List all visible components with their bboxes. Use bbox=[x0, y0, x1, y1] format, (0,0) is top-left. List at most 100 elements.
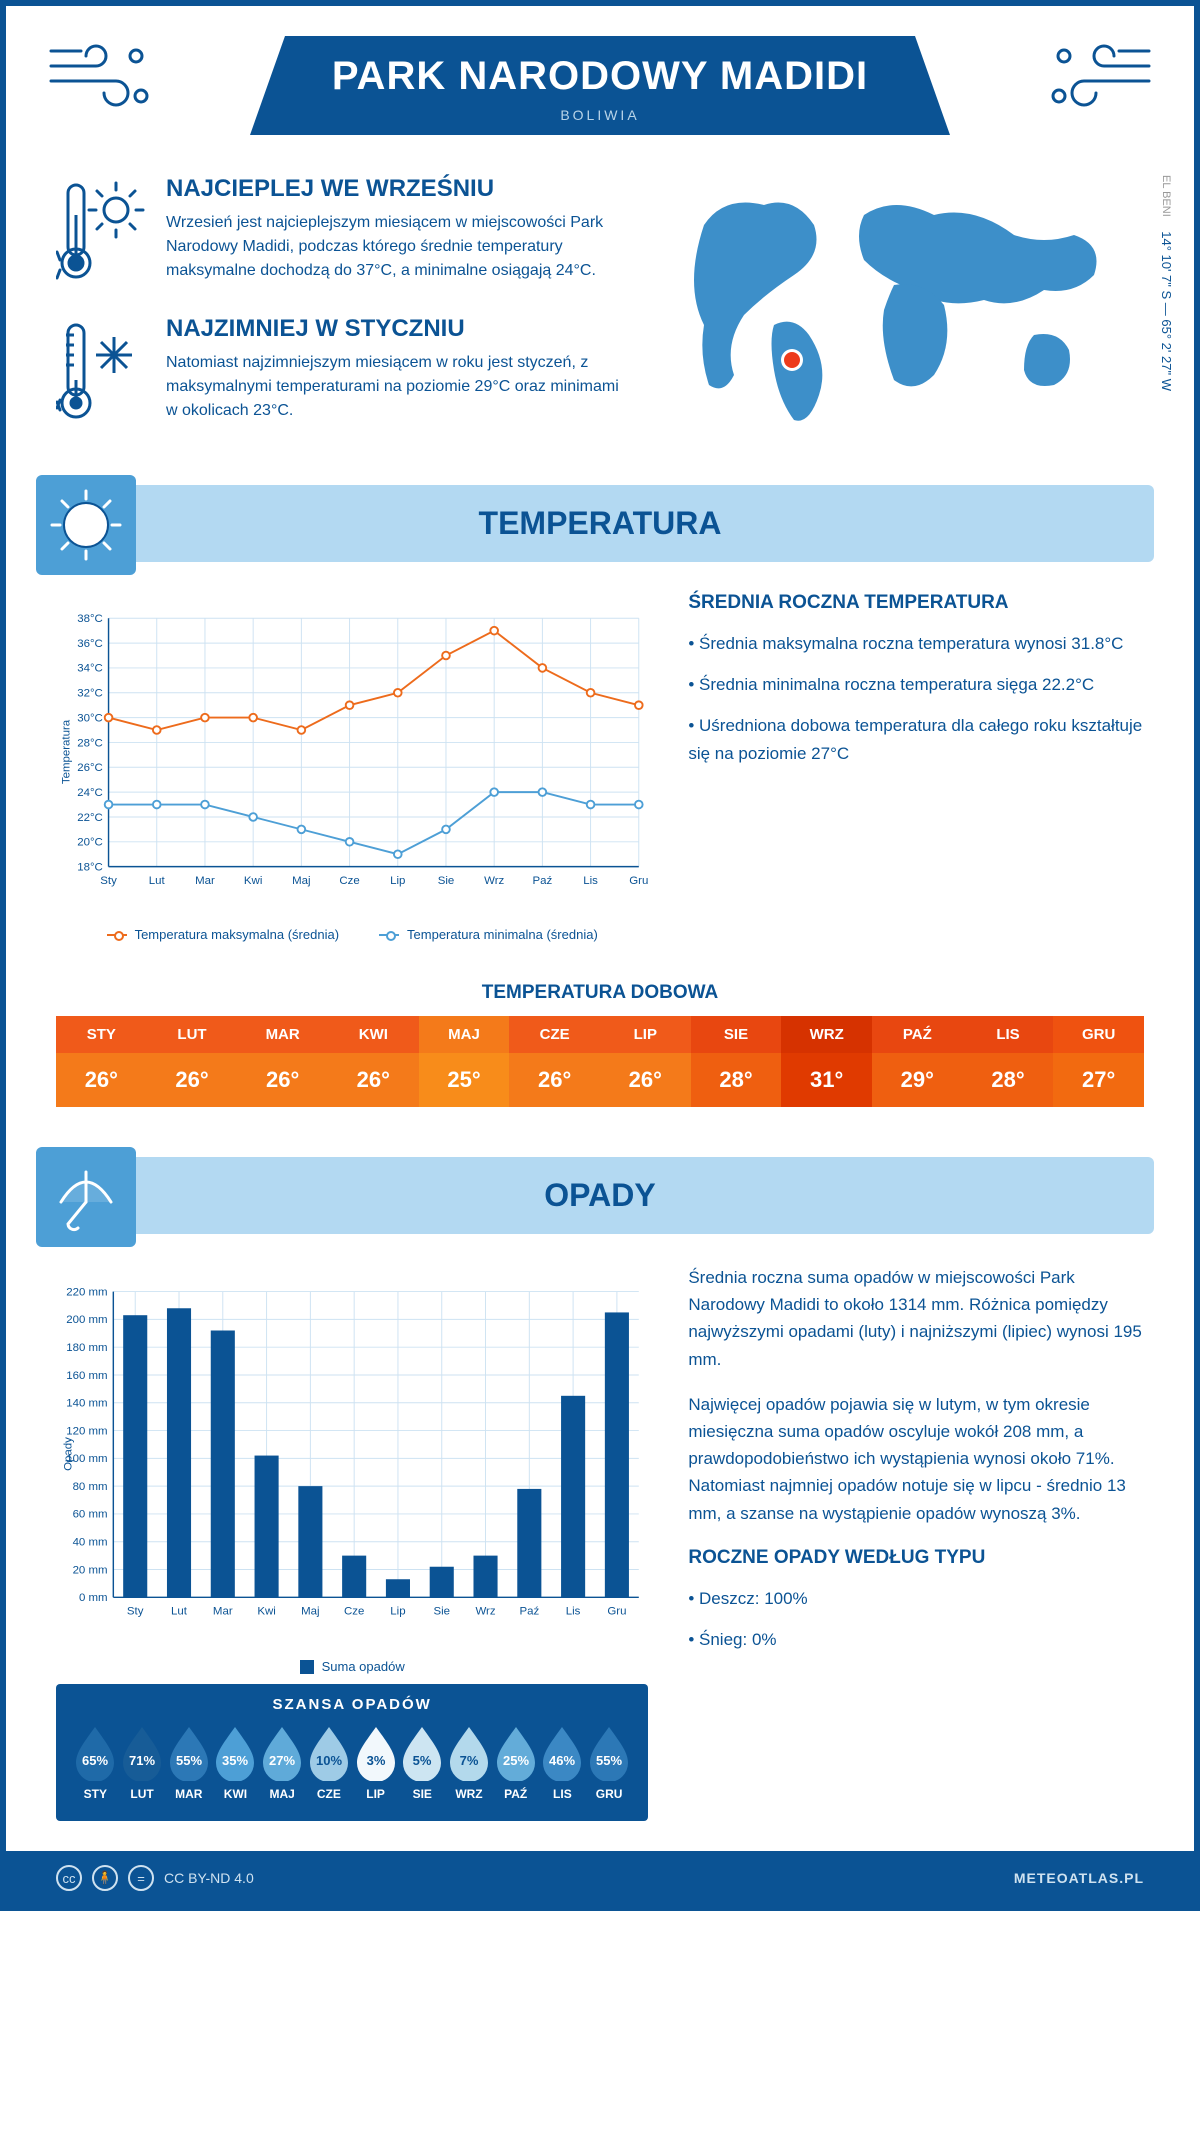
daily-month: LIP bbox=[600, 1016, 691, 1053]
coldest-title: NAJZIMNIEJ W STYCZNIU bbox=[166, 315, 624, 343]
daily-value: 26° bbox=[328, 1053, 419, 1107]
daily-month: WRZ bbox=[781, 1016, 872, 1053]
svg-text:55%: 55% bbox=[176, 1753, 202, 1768]
umbrella-icon bbox=[36, 1147, 136, 1247]
world-map-icon bbox=[664, 175, 1144, 435]
svg-text:36°C: 36°C bbox=[77, 638, 103, 650]
svg-text:22°C: 22°C bbox=[77, 812, 103, 824]
legend-item: Temperatura minimalna (średnia) bbox=[379, 927, 598, 942]
info-paragraph: Średnia roczna suma opadów w miejscowośc… bbox=[688, 1264, 1144, 1373]
chart-legend: Suma opadów bbox=[56, 1659, 648, 1674]
svg-text:180 mm: 180 mm bbox=[66, 1342, 107, 1354]
intro-section: NAJCIEPLEJ WE WRZEŚNIU Wrzesień jest naj… bbox=[6, 145, 1194, 475]
svg-text:Maj: Maj bbox=[301, 1606, 319, 1618]
daily-value: 25° bbox=[419, 1053, 510, 1107]
rain-chance-panel: SZANSA OPADÓW 65% STY 71% LUT 55% MAR 35… bbox=[56, 1684, 648, 1821]
svg-text:0 mm: 0 mm bbox=[79, 1592, 108, 1604]
svg-text:Lis: Lis bbox=[566, 1606, 581, 1618]
svg-text:Gru: Gru bbox=[629, 875, 648, 887]
location-map: EL BENI 14° 10' 7" S — 65° 2' 27" W bbox=[664, 175, 1144, 455]
by-type-title: ROCZNE OPADY WEDŁUG TYPU bbox=[688, 1547, 1144, 1569]
daily-month: STY bbox=[56, 1016, 147, 1053]
warmest-title: NAJCIEPLEJ WE WRZEŚNIU bbox=[166, 175, 624, 203]
svg-text:3%: 3% bbox=[366, 1753, 385, 1768]
legend-label: Suma opadów bbox=[322, 1659, 405, 1674]
daily-temp-table: STYLUTMARKWIMAJCZELIPSIEWRZPAŹLISGRU26°2… bbox=[56, 1016, 1144, 1107]
svg-text:Cze: Cze bbox=[339, 875, 359, 887]
rain-chance-item: 10% CZE bbox=[306, 1725, 353, 1801]
wind-icon bbox=[1044, 36, 1154, 130]
infographic-container: PARK NARODOWY MADIDI BOLIWIA NAJCIEPLEJ … bbox=[0, 0, 1200, 1911]
svg-text:34°C: 34°C bbox=[77, 663, 103, 675]
rain-chance-item: 27% MAJ bbox=[259, 1725, 306, 1801]
rain-chance-item: 71% LUT bbox=[119, 1725, 166, 1801]
precipitation-header: OPADY bbox=[46, 1157, 1154, 1234]
daily-month: GRU bbox=[1053, 1016, 1144, 1053]
svg-text:80 mm: 80 mm bbox=[73, 1481, 108, 1493]
svg-text:Lut: Lut bbox=[149, 875, 166, 887]
daily-value: 27° bbox=[1053, 1053, 1144, 1107]
temperature-info: ŚREDNIA ROCZNA TEMPERATURA • Średnia mak… bbox=[688, 592, 1144, 942]
daily-value: 26° bbox=[147, 1053, 238, 1107]
daily-month: CZE bbox=[509, 1016, 600, 1053]
svg-text:Lut: Lut bbox=[171, 1606, 188, 1618]
daily-value: 26° bbox=[56, 1053, 147, 1107]
svg-text:32°C: 32°C bbox=[77, 688, 103, 700]
daily-value: 26° bbox=[237, 1053, 328, 1107]
daily-month: KWI bbox=[328, 1016, 419, 1053]
svg-text:Lis: Lis bbox=[583, 875, 598, 887]
by-type-item: • Deszcz: 100% bbox=[688, 1585, 1144, 1612]
info-title: ŚREDNIA ROCZNA TEMPERATURA bbox=[688, 592, 1144, 614]
svg-text:Kwi: Kwi bbox=[244, 875, 262, 887]
section-title: TEMPERATURA bbox=[479, 505, 722, 541]
daily-value: 26° bbox=[509, 1053, 600, 1107]
rain-chance-item: 35% KWI bbox=[212, 1725, 259, 1801]
daily-month: PAŹ bbox=[872, 1016, 963, 1053]
coldest-text: Natomiast najzimniejszym miesiącem w rok… bbox=[166, 351, 624, 423]
region-label: EL BENI bbox=[1160, 175, 1172, 217]
svg-text:220 mm: 220 mm bbox=[66, 1286, 107, 1298]
svg-text:55%: 55% bbox=[596, 1753, 622, 1768]
daily-month: MAR bbox=[237, 1016, 328, 1053]
climate-facts: NAJCIEPLEJ WE WRZEŚNIU Wrzesień jest naj… bbox=[56, 175, 624, 455]
chart-legend: Temperatura maksymalna (średnia) Temperat… bbox=[56, 927, 648, 942]
legend-item: Temperatura maksymalna (średnia) bbox=[107, 927, 339, 942]
info-bullet: • Średnia minimalna roczna temperatura s… bbox=[688, 671, 1144, 698]
svg-text:25%: 25% bbox=[503, 1753, 529, 1768]
rain-chance-item: 55% GRU bbox=[586, 1725, 633, 1801]
svg-text:Paź: Paź bbox=[533, 875, 553, 887]
svg-text:Wrz: Wrz bbox=[484, 875, 504, 887]
coldest-fact: NAJZIMNIEJ W STYCZNIU Natomiast najzimni… bbox=[56, 315, 624, 425]
svg-text:Lip: Lip bbox=[390, 1606, 405, 1618]
nd-icon: = bbox=[128, 1865, 154, 1891]
coordinates: EL BENI 14° 10' 7" S — 65° 2' 27" W bbox=[1159, 175, 1174, 391]
svg-text:30°C: 30°C bbox=[77, 712, 103, 724]
svg-text:Mar: Mar bbox=[195, 875, 215, 887]
svg-text:Maj: Maj bbox=[292, 875, 310, 887]
svg-text:10%: 10% bbox=[316, 1753, 342, 1768]
by-icon: 🧍 bbox=[92, 1865, 118, 1891]
svg-text:Paź: Paź bbox=[519, 1606, 539, 1618]
svg-text:7%: 7% bbox=[460, 1753, 479, 1768]
svg-text:Sie: Sie bbox=[433, 1606, 450, 1618]
temperature-body: 18°C20°C22°C24°C26°C28°C30°C32°C34°C36°C… bbox=[6, 572, 1194, 962]
daily-month: SIE bbox=[691, 1016, 782, 1053]
svg-text:28°C: 28°C bbox=[77, 737, 103, 749]
daily-value: 26° bbox=[600, 1053, 691, 1107]
svg-text:Sty: Sty bbox=[127, 1606, 144, 1618]
page-title: PARK NARODOWY MADIDI bbox=[330, 54, 870, 99]
cc-icon: cc bbox=[56, 1865, 82, 1891]
temperature-chart: 18°C20°C22°C24°C26°C28°C30°C32°C34°C36°C… bbox=[56, 592, 648, 942]
svg-text:Temperatura: Temperatura bbox=[60, 719, 72, 784]
svg-text:Wrz: Wrz bbox=[475, 1606, 495, 1618]
daily-value: 29° bbox=[872, 1053, 963, 1107]
svg-text:Mar: Mar bbox=[213, 1606, 233, 1618]
svg-text:20 mm: 20 mm bbox=[73, 1564, 108, 1576]
wind-icon bbox=[46, 36, 156, 130]
svg-text:Kwi: Kwi bbox=[257, 1606, 275, 1618]
svg-text:65%: 65% bbox=[82, 1753, 108, 1768]
svg-text:160 mm: 160 mm bbox=[66, 1370, 107, 1382]
thermometer-sun-icon bbox=[56, 175, 146, 285]
precipitation-info: Średnia roczna suma opadów w miejscowośc… bbox=[688, 1264, 1144, 1831]
svg-text:Opady: Opady bbox=[62, 1437, 74, 1471]
